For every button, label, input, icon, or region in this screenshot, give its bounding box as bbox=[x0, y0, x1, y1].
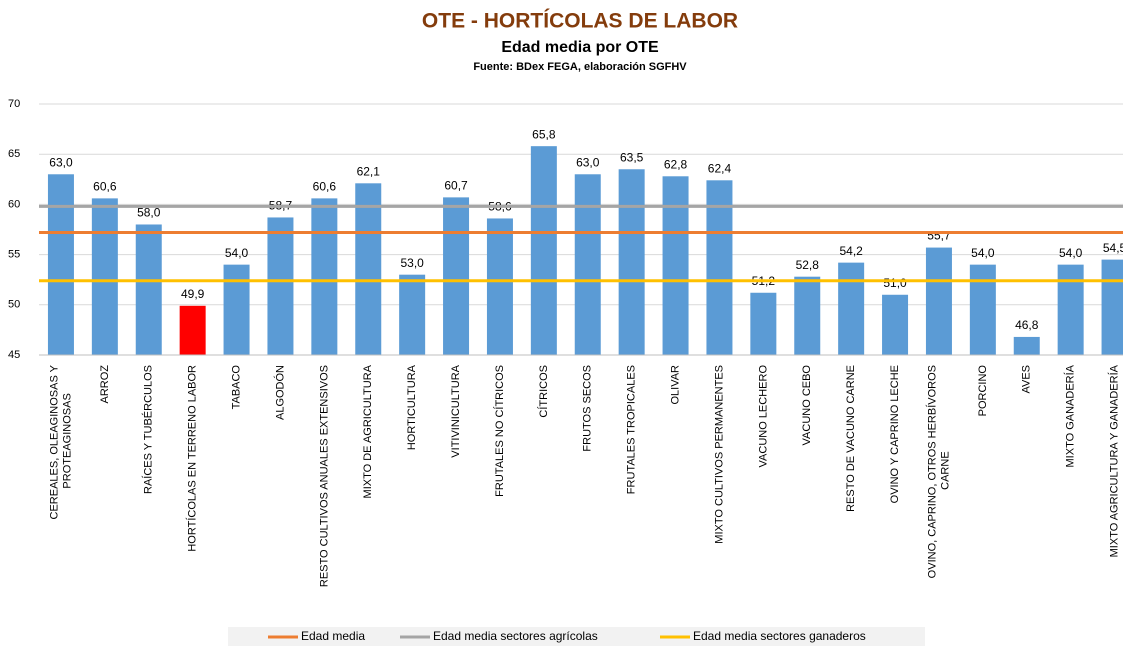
value-label: 62,1 bbox=[357, 164, 381, 178]
chart-subtitle: Edad media por OTE bbox=[501, 39, 659, 56]
x-tick-label: VITIVINICULTURA bbox=[450, 364, 462, 457]
value-label: 63,0 bbox=[49, 155, 73, 169]
value-label: 63,0 bbox=[576, 155, 600, 169]
value-label: 54,5 bbox=[1103, 241, 1123, 255]
y-tick-label: 55 bbox=[8, 249, 20, 261]
value-label: 51,0 bbox=[883, 276, 907, 290]
bar bbox=[574, 174, 601, 355]
x-tick-label: VACUNO LECHERO bbox=[757, 365, 769, 468]
bar bbox=[1013, 336, 1040, 355]
x-tick-label: ARROZ bbox=[99, 365, 111, 404]
x-tick-label: PROTEAGINOSAS bbox=[61, 393, 73, 488]
chart-title: OTE - HORTÍCOLAS DE LABOR bbox=[422, 10, 738, 33]
value-label: 53,0 bbox=[400, 256, 424, 270]
x-tick-label: PORCINO bbox=[977, 365, 989, 417]
legend-label: Edad media sectores ganaderos bbox=[693, 629, 866, 643]
x-tick-label: CEREALES, OLEAGINOSAS Y bbox=[48, 364, 60, 519]
value-label: 52,8 bbox=[796, 258, 820, 272]
value-label: 49,9 bbox=[181, 287, 205, 301]
bar bbox=[882, 294, 909, 355]
bar bbox=[47, 174, 74, 355]
bar bbox=[618, 169, 645, 355]
x-tick-label: OLIVAR bbox=[669, 365, 681, 405]
x-tick-label: RESTO CULTIVOS ANUALES EXTENSIVOS bbox=[318, 365, 330, 587]
x-tick-label: RESTO DE VACUNO CARNE bbox=[845, 365, 857, 512]
x-tick-label: HORTÍCOLAS EN TERRENO LABOR bbox=[186, 365, 199, 552]
value-label: 46,8 bbox=[1015, 318, 1039, 332]
x-tick-label: CÍTRICOS bbox=[537, 365, 550, 418]
x-tick-label: HORTICULTURA bbox=[406, 364, 418, 450]
bar bbox=[399, 274, 426, 355]
bar bbox=[486, 218, 513, 355]
value-label: 54,0 bbox=[225, 246, 249, 260]
value-label: 60,6 bbox=[313, 180, 337, 194]
x-tick-label: RAÍCES Y TUBÉRCULOS bbox=[142, 365, 155, 494]
bar bbox=[91, 198, 118, 355]
y-tick-label: 70 bbox=[8, 98, 20, 110]
value-label: 54,2 bbox=[839, 244, 863, 258]
y-tick-label: 45 bbox=[8, 349, 20, 361]
bar bbox=[179, 305, 206, 355]
x-tick-label: OVINO Y CAPRINO LECHE bbox=[889, 365, 901, 503]
x-tick-label: ALGODÓN bbox=[273, 365, 286, 420]
x-tick-label: MIXTO AGRICULTURA Y GANADERÍA bbox=[1107, 364, 1120, 557]
x-tick-label: MIXTO GANADERÍA bbox=[1064, 364, 1077, 467]
bar bbox=[530, 146, 557, 355]
x-tick-label: AVES bbox=[1021, 365, 1033, 394]
x-tick-label: CARNE bbox=[939, 451, 951, 490]
x-tick-label: VACUNO CEBO bbox=[801, 365, 813, 446]
value-label: 60,6 bbox=[93, 180, 117, 194]
value-label: 62,4 bbox=[708, 161, 732, 175]
bar bbox=[706, 180, 733, 355]
value-label: 60,7 bbox=[444, 179, 468, 193]
bar bbox=[925, 247, 952, 355]
bar bbox=[794, 276, 821, 355]
value-label: 65,8 bbox=[532, 127, 556, 141]
bar bbox=[223, 264, 250, 355]
y-tick-label: 65 bbox=[8, 148, 20, 160]
chart-source: Fuente: BDex FEGA, elaboración SGFHV bbox=[473, 61, 687, 73]
value-label: 63,5 bbox=[620, 150, 644, 164]
x-tick-label: FRUTOS SECOS bbox=[582, 365, 594, 452]
value-label: 62,8 bbox=[664, 157, 688, 171]
bar bbox=[838, 262, 865, 355]
y-tick-label: 60 bbox=[8, 198, 20, 210]
x-tick-label: MIXTO DE AGRICULTURA bbox=[362, 364, 374, 498]
bar bbox=[355, 183, 382, 355]
x-tick-label: MIXTO CULTIVOS PERMANENTES bbox=[713, 365, 725, 544]
bar bbox=[443, 197, 470, 355]
x-tick-label: FRUTALES NO CÍTRICOS bbox=[493, 365, 506, 497]
bar bbox=[1101, 259, 1123, 355]
legend-box bbox=[228, 627, 925, 646]
value-label: 54,0 bbox=[1059, 246, 1083, 260]
bar bbox=[135, 224, 162, 355]
bar bbox=[267, 217, 294, 355]
bar bbox=[750, 292, 777, 355]
bar bbox=[969, 264, 996, 355]
value-label: 54,0 bbox=[971, 246, 995, 260]
bar bbox=[311, 198, 338, 355]
bar bbox=[662, 176, 689, 355]
legend-label: Edad media sectores agrícolas bbox=[433, 629, 598, 643]
value-label: 58,0 bbox=[137, 206, 161, 220]
x-tick-label: OVINO, CAPRINO, OTROS HERBÍVOROS bbox=[925, 365, 938, 578]
y-tick-label: 50 bbox=[8, 299, 20, 311]
value-label: 55,7 bbox=[927, 229, 951, 243]
x-tick-label: TABACO bbox=[230, 365, 242, 410]
x-tick-label: FRUTALES TROPICALES bbox=[626, 365, 638, 494]
bar bbox=[1057, 264, 1084, 355]
legend-label: Edad media bbox=[301, 629, 365, 643]
